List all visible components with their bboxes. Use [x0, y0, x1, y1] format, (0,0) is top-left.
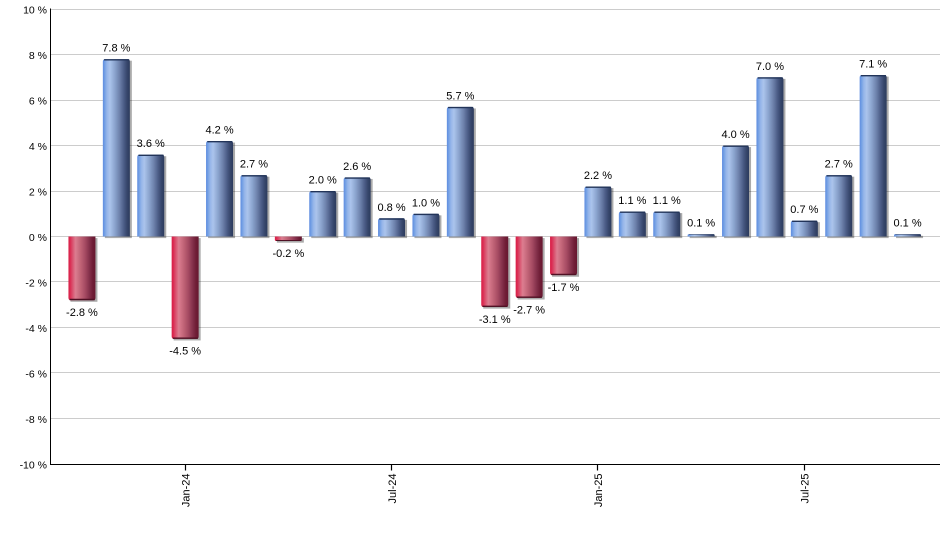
svg-text:2.2 %: 2.2 % [584, 170, 612, 182]
svg-text:7.8 %: 7.8 % [102, 43, 130, 55]
svg-text:-4.5 %: -4.5 % [169, 346, 201, 358]
svg-text:-2 %: -2 % [25, 277, 47, 289]
svg-text:2.7 %: 2.7 % [825, 159, 853, 171]
svg-text:Jul-25: Jul-25 [800, 474, 812, 504]
svg-text:6 %: 6 % [29, 96, 47, 108]
svg-text:-4 %: -4 % [25, 323, 47, 335]
svg-text:0.7 %: 0.7 % [790, 204, 818, 216]
svg-text:10 %: 10 % [23, 5, 47, 17]
svg-text:4 %: 4 % [29, 141, 47, 153]
svg-text:2.0 %: 2.0 % [309, 175, 337, 187]
svg-text:4.0 %: 4.0 % [721, 129, 749, 141]
svg-text:Jul-24: Jul-24 [387, 474, 399, 504]
svg-text:-0.2 %: -0.2 % [272, 248, 304, 260]
svg-text:0.1 %: 0.1 % [893, 218, 921, 230]
svg-text:1.0 %: 1.0 % [412, 197, 440, 209]
svg-text:Jan-24: Jan-24 [180, 474, 192, 508]
svg-text:7.1 %: 7.1 % [859, 59, 887, 71]
svg-text:1.1 %: 1.1 % [653, 195, 681, 207]
svg-text:7.0 %: 7.0 % [756, 61, 784, 73]
svg-text:1.1 %: 1.1 % [618, 195, 646, 207]
svg-text:2 %: 2 % [29, 187, 47, 199]
svg-text:-2.7 %: -2.7 % [513, 305, 545, 317]
svg-text:-1.7 %: -1.7 % [548, 282, 580, 294]
svg-text:4.2 %: 4.2 % [205, 124, 233, 136]
svg-text:8 %: 8 % [29, 50, 47, 62]
svg-text:5.7 %: 5.7 % [446, 90, 474, 102]
svg-text:-8 %: -8 % [25, 414, 47, 426]
svg-text:3.6 %: 3.6 % [137, 138, 165, 150]
svg-text:-6 %: -6 % [25, 368, 47, 380]
svg-text:0 %: 0 % [29, 232, 47, 244]
svg-text:0.1 %: 0.1 % [687, 218, 715, 230]
svg-text:2.7 %: 2.7 % [240, 159, 268, 171]
svg-text:-3.1 %: -3.1 % [479, 314, 511, 326]
svg-text:2.6 %: 2.6 % [343, 161, 371, 173]
svg-text:Jan-25: Jan-25 [593, 474, 605, 508]
svg-text:0.8 %: 0.8 % [377, 202, 405, 214]
svg-text:-2.8 %: -2.8 % [66, 307, 98, 319]
svg-text:-10 %: -10 % [20, 459, 47, 471]
